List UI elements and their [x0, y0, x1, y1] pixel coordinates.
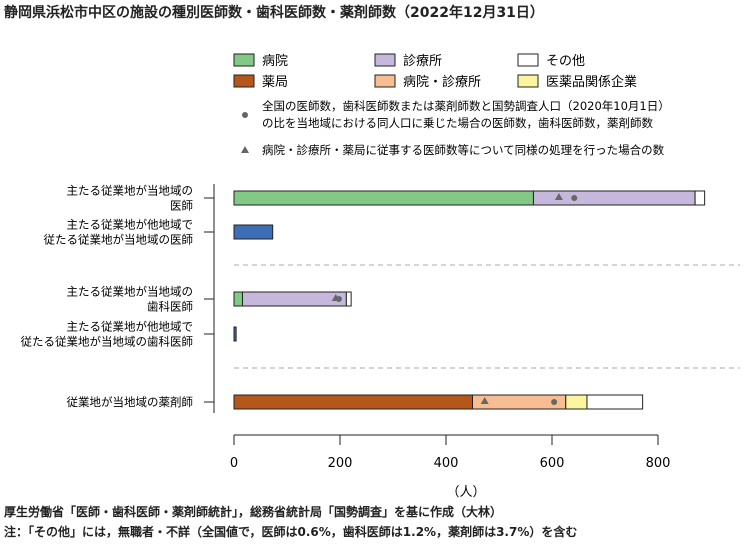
- triangle-marker-key: [241, 146, 249, 153]
- dot-marker: [571, 195, 578, 201]
- bar-segment: [233, 394, 473, 410]
- x-tick-label: 600: [540, 456, 565, 471]
- triangle-note-text: 病院・診療所・薬局に従事する医師数等について同様の処理を行った場合の数: [262, 143, 665, 157]
- x-tick-label: 400: [434, 456, 459, 471]
- legend-label: 薬局: [262, 75, 288, 90]
- chart-title: 静岡県浜松市中区の施設の種別医師数・歯科医師数・薬剤師数（2022年12月31日…: [4, 5, 544, 21]
- dot-marker: [551, 399, 558, 405]
- bar-segment: [233, 326, 237, 342]
- dot-note-text: の比を当地域における同人口に乗じた場合の医師数，歯科医師数，薬剤師数: [262, 116, 653, 130]
- row-label: 主たる従業地が他地域で: [67, 320, 194, 334]
- dot-marker-key: [242, 112, 248, 118]
- row-label: 主たる従業地が他地域で: [67, 218, 194, 232]
- triangle-marker: [480, 397, 489, 404]
- marker-notes: 全国の医師数，歯科医師数または薬剤師数と国勢調査人口（2020年10月1日） の比…: [241, 99, 670, 157]
- x-tick-label: 800: [646, 456, 671, 471]
- legend-label: その他: [546, 54, 585, 69]
- bar-segment: [241, 291, 347, 307]
- legend-swatch: [517, 53, 539, 67]
- bar-segment: [233, 190, 534, 206]
- dot-marker: [335, 296, 342, 302]
- bar-segment: [694, 190, 706, 206]
- note-footnote: 注：「その他」には，無職者・不詳（全国値で，医師は0.6%，歯科医師は1.2%，…: [4, 525, 578, 539]
- chart-row: 従業地が当地域の薬剤師: [67, 394, 644, 410]
- row-label: 医師: [170, 199, 193, 213]
- row-label: 歯科医師: [147, 300, 193, 314]
- triangle-marker: [554, 193, 563, 200]
- bar-segment: [345, 291, 352, 307]
- row-label: 主たる従業地が当地域の: [67, 285, 194, 299]
- legend-label: 病院: [262, 54, 288, 69]
- row-label: 従業地が当地域の薬剤師: [67, 395, 194, 409]
- legend-swatch: [517, 74, 539, 88]
- legend-label: 医薬品関係企業: [546, 74, 637, 90]
- legend-label: 病院・診療所: [403, 74, 481, 90]
- legend-swatch: [374, 53, 396, 67]
- bar-segment: [233, 224, 274, 240]
- bar-segment: [586, 394, 644, 410]
- legend-swatch: [233, 74, 255, 88]
- row-label: 従たる従業地が当地域の歯科医師: [21, 335, 194, 349]
- bar-segment: [233, 291, 243, 307]
- source-footnote: 厚生労働省「医師・歯科医師・薬剤師統計」，総務省統計局「国勢調査」を基に作成（大…: [4, 505, 503, 519]
- row-label: 主たる従業地が当地域の: [67, 184, 194, 198]
- x-tick-label: 0: [230, 456, 238, 471]
- legend-label: 診療所: [403, 53, 442, 69]
- bar-segment: [565, 394, 588, 410]
- x-axis-label: （人）: [446, 485, 485, 500]
- chart-rows: 主たる従業地が当地域の医師主たる従業地が他地域で従たる従業地が当地域の医師主たる…: [21, 184, 706, 410]
- row-label: 従たる従業地が当地域の医師: [44, 233, 194, 247]
- x-tick-label: 200: [328, 456, 353, 471]
- axes: 0 200 400 600 800 （人）: [213, 184, 740, 500]
- legend-swatch: [233, 53, 255, 67]
- legend-swatch: [374, 74, 396, 88]
- dot-note-text: 全国の医師数，歯科医師数または薬剤師数と国勢調査人口（2020年10月1日）: [262, 99, 670, 113]
